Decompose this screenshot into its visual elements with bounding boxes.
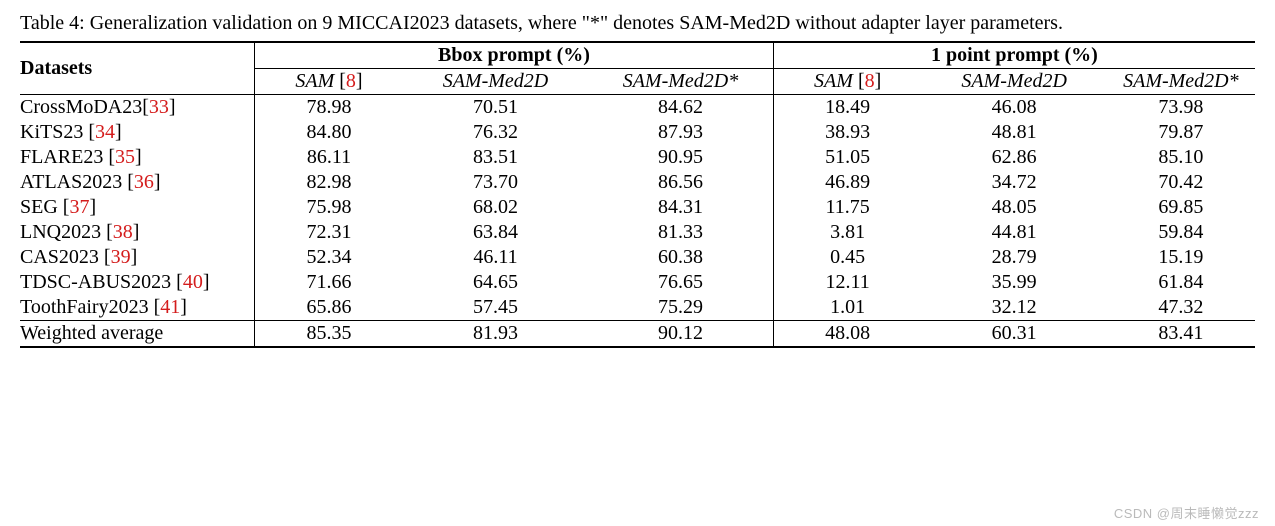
footer-point-0: 48.08: [773, 321, 921, 348]
cell-point: 0.45: [773, 245, 921, 270]
method-sammed2dstar-bbox: SAM-Med2D*: [588, 69, 773, 95]
cell-bbox: 86.56: [588, 170, 773, 195]
cell-point: 73.98: [1107, 95, 1255, 121]
cell-point: 85.10: [1107, 145, 1255, 170]
group-header-point: 1 point prompt (%): [773, 42, 1255, 69]
dataset-name: SEG [37]: [20, 195, 255, 220]
method-sammed2dstar-point: SAM-Med2D*: [1107, 69, 1255, 95]
dataset-name: ToothFairy2023 [41]: [20, 295, 255, 321]
cell-point: 1.01: [773, 295, 921, 321]
cell-bbox: 75.29: [588, 295, 773, 321]
cell-bbox: 72.31: [255, 220, 403, 245]
cell-point: 38.93: [773, 120, 921, 145]
dataset-name: FLARE23 [35]: [20, 145, 255, 170]
cell-point: 44.81: [922, 220, 1107, 245]
cell-bbox: 68.02: [403, 195, 588, 220]
footer-bbox-1: 81.93: [403, 321, 588, 348]
cell-point: 34.72: [922, 170, 1107, 195]
datasets-header: Datasets: [20, 42, 255, 95]
table-caption: Table 4: Generalization validation on 9 …: [20, 10, 1255, 37]
footer-point-2: 83.41: [1107, 321, 1255, 348]
cell-point: 69.85: [1107, 195, 1255, 220]
cell-bbox: 84.62: [588, 95, 773, 121]
cell-bbox: 84.31: [588, 195, 773, 220]
cell-bbox: 76.32: [403, 120, 588, 145]
cell-bbox: 75.98: [255, 195, 403, 220]
cell-point: 46.89: [773, 170, 921, 195]
cell-bbox: 76.65: [588, 270, 773, 295]
footer-bbox-0: 85.35: [255, 321, 403, 348]
table-row: CAS2023 [39]52.3446.1160.380.4528.7915.1…: [20, 245, 1255, 270]
footer-point-1: 60.31: [922, 321, 1107, 348]
cell-bbox: 73.70: [403, 170, 588, 195]
dataset-name: CrossMoDA23[33]: [20, 95, 255, 121]
cell-point: 18.49: [773, 95, 921, 121]
cell-point: 12.11: [773, 270, 921, 295]
cell-point: 59.84: [1107, 220, 1255, 245]
table-row: LNQ2023 [38]72.3163.8481.333.8144.8159.8…: [20, 220, 1255, 245]
footer-label: Weighted average: [20, 321, 255, 348]
table-row: CrossMoDA23[33]78.9870.5184.6218.4946.08…: [20, 95, 1255, 121]
group-header-bbox: Bbox prompt (%): [255, 42, 774, 69]
cell-bbox: 63.84: [403, 220, 588, 245]
dataset-name: ATLAS2023 [36]: [20, 170, 255, 195]
cell-bbox: 57.45: [403, 295, 588, 321]
cell-point: 46.08: [922, 95, 1107, 121]
cell-point: 62.86: [922, 145, 1107, 170]
cell-point: 35.99: [922, 270, 1107, 295]
cell-point: 51.05: [773, 145, 921, 170]
table-row: SEG [37]75.9868.0284.3111.7548.0569.85: [20, 195, 1255, 220]
cell-point: 48.81: [922, 120, 1107, 145]
watermark: CSDN @周末睡懒觉zzz: [1114, 503, 1259, 522]
cell-point: 61.84: [1107, 270, 1255, 295]
cell-bbox: 87.93: [588, 120, 773, 145]
method-sam-point: SAM [8]: [773, 69, 921, 95]
cell-bbox: 81.33: [588, 220, 773, 245]
table-row: TDSC-ABUS2023 [40]71.6664.6576.6512.1135…: [20, 270, 1255, 295]
dataset-name: LNQ2023 [38]: [20, 220, 255, 245]
table-row: FLARE23 [35]86.1183.5190.9551.0562.8685.…: [20, 145, 1255, 170]
cell-bbox: 65.86: [255, 295, 403, 321]
table-row: ToothFairy2023 [41]65.8657.4575.291.0132…: [20, 295, 1255, 321]
method-sammed2d-bbox: SAM-Med2D: [403, 69, 588, 95]
method-sam-bbox: SAM [8]: [255, 69, 403, 95]
table-row: ATLAS2023 [36]82.9873.7086.5646.8934.727…: [20, 170, 1255, 195]
cell-point: 15.19: [1107, 245, 1255, 270]
cell-bbox: 78.98: [255, 95, 403, 121]
dataset-name: TDSC-ABUS2023 [40]: [20, 270, 255, 295]
table-row: KiTS23 [34]84.8076.3287.9338.9348.8179.8…: [20, 120, 1255, 145]
cell-bbox: 83.51: [403, 145, 588, 170]
footer-bbox-2: 90.12: [588, 321, 773, 348]
cell-bbox: 64.65: [403, 270, 588, 295]
results-table: Datasets Bbox prompt (%) 1 point prompt …: [20, 41, 1255, 348]
cell-point: 79.87: [1107, 120, 1255, 145]
cell-point: 11.75: [773, 195, 921, 220]
cell-bbox: 71.66: [255, 270, 403, 295]
cell-point: 32.12: [922, 295, 1107, 321]
cell-bbox: 70.51: [403, 95, 588, 121]
cell-bbox: 60.38: [588, 245, 773, 270]
footer-row: Weighted average 85.35 81.93 90.12 48.08…: [20, 321, 1255, 348]
cell-bbox: 90.95: [588, 145, 773, 170]
cell-point: 28.79: [922, 245, 1107, 270]
cell-point: 3.81: [773, 220, 921, 245]
cell-point: 70.42: [1107, 170, 1255, 195]
method-sammed2d-point: SAM-Med2D: [922, 69, 1107, 95]
cell-bbox: 82.98: [255, 170, 403, 195]
cell-bbox: 52.34: [255, 245, 403, 270]
cell-point: 47.32: [1107, 295, 1255, 321]
cell-bbox: 46.11: [403, 245, 588, 270]
cell-point: 48.05: [922, 195, 1107, 220]
cell-bbox: 84.80: [255, 120, 403, 145]
dataset-name: KiTS23 [34]: [20, 120, 255, 145]
dataset-name: CAS2023 [39]: [20, 245, 255, 270]
cell-bbox: 86.11: [255, 145, 403, 170]
